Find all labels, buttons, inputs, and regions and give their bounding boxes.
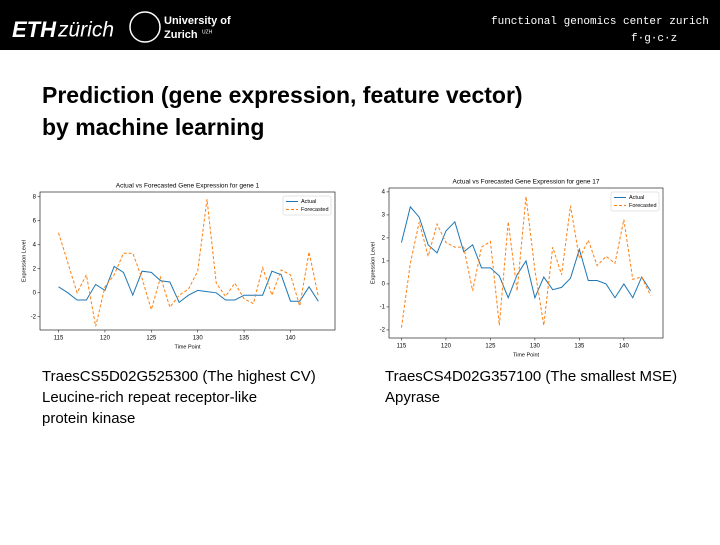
y-tick-label: 0	[33, 290, 37, 296]
legend-label: Actual	[629, 195, 644, 201]
series-line	[400, 205, 651, 300]
caption: TraesCS5D02G525300 (The highest CV)	[42, 368, 316, 385]
uzh-line1: University of	[164, 15, 231, 27]
caption: protein kinase	[42, 410, 135, 427]
y-tick-label: 4	[382, 189, 386, 195]
caption: Leucine-rich repeat receptor-like	[42, 389, 257, 406]
x-tick-label: 125	[146, 336, 157, 342]
fgcz-name: functional genomics center zurich	[491, 16, 709, 28]
series-line	[58, 199, 319, 327]
header-band	[0, 0, 720, 50]
legend-label: Forecasted	[629, 203, 657, 209]
legend-label: Actual	[301, 199, 316, 205]
legend-label: Forecasted	[301, 207, 329, 213]
series-line	[400, 196, 651, 328]
y-tick-label: 2	[382, 236, 386, 242]
x-tick-label: 135	[239, 336, 250, 342]
legend-box	[282, 195, 332, 216]
x-axis-label: Time Point	[513, 352, 540, 358]
x-tick-label: 130	[530, 344, 541, 350]
plot-area	[388, 187, 664, 339]
x-tick-label: 115	[397, 344, 407, 350]
y-axis-label: Expression Level	[370, 242, 376, 284]
y-tick-label: 8	[33, 194, 37, 200]
y-tick-label: 6	[33, 218, 37, 224]
y-axis-label: Expression Level	[21, 240, 27, 282]
x-tick-label: 140	[285, 336, 296, 342]
y-tick-label: -1	[380, 305, 386, 311]
y-tick-label: 1	[382, 259, 386, 265]
uzh-seal	[129, 11, 161, 43]
caption: Apyrase	[385, 389, 440, 406]
x-tick-label: 135	[574, 344, 585, 350]
eth-logo: ETH	[12, 17, 57, 42]
x-tick-label: 140	[619, 344, 630, 350]
x-tick-label: 120	[441, 344, 452, 350]
uzh-mark: UZH	[202, 29, 213, 35]
x-tick-label: 130	[193, 336, 204, 342]
caption: TraesCS4D02G357100 (The smallest MSE)	[385, 368, 677, 385]
legend-box	[610, 191, 660, 212]
x-tick-label: 120	[100, 336, 111, 342]
y-tick-label: 2	[33, 266, 37, 272]
chart-title: Actual vs Forecasted Gene Expression for…	[452, 179, 599, 186]
y-tick-label: 3	[382, 212, 386, 218]
x-tick-label: 125	[485, 344, 496, 350]
slide-title: Prediction (gene expression, feature vec…	[42, 82, 523, 108]
chart-title: Actual vs Forecasted Gene Expression for…	[116, 183, 260, 190]
y-tick-label: -2	[380, 328, 386, 334]
series-line	[58, 265, 319, 304]
slide-title: by machine learning	[42, 114, 264, 140]
plot-area	[39, 191, 336, 331]
y-tick-label: 4	[33, 242, 37, 248]
x-axis-label: Time Point	[174, 344, 201, 350]
eth-logo-zurich: zürich	[57, 19, 114, 42]
y-tick-label: 0	[382, 282, 386, 288]
uzh-line2: Zurich	[164, 29, 198, 41]
y-tick-label: -2	[31, 314, 37, 320]
x-tick-label: 115	[54, 336, 64, 342]
fgcz-short: f·g·c·z	[631, 33, 677, 45]
